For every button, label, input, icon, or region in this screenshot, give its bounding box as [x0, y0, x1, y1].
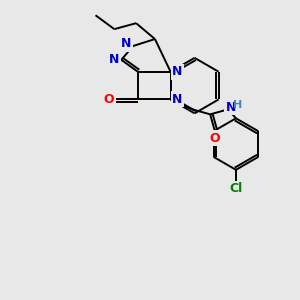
Text: H: H — [233, 100, 243, 110]
Text: O: O — [104, 93, 114, 106]
Text: N: N — [121, 38, 131, 50]
Text: N: N — [172, 93, 183, 106]
Text: N: N — [109, 53, 119, 66]
Text: N: N — [172, 65, 183, 78]
Text: N: N — [226, 101, 236, 114]
Text: Cl: Cl — [229, 182, 243, 195]
Text: O: O — [210, 132, 220, 145]
